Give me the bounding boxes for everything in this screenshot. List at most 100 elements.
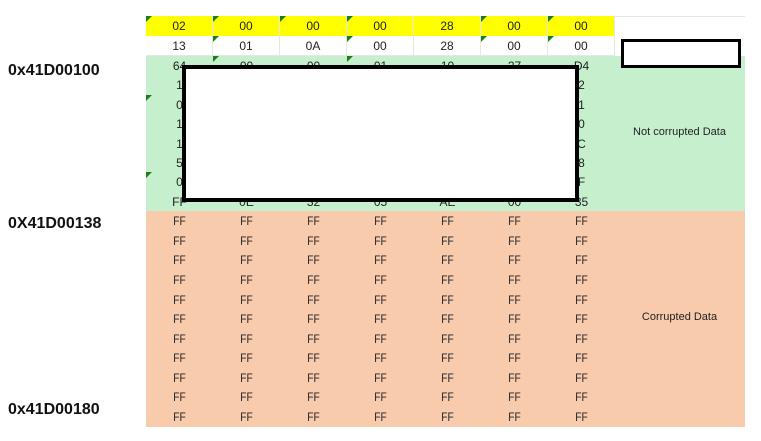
hex-cell[interactable]: 00 bbox=[213, 16, 280, 36]
hex-cell[interactable]: FF bbox=[441, 272, 454, 287]
hex-cell[interactable]: FF bbox=[575, 312, 588, 327]
hex-cell[interactable]: 1 bbox=[176, 117, 183, 132]
hex-cell[interactable]: FF bbox=[441, 253, 454, 268]
hex-cell[interactable]: FF bbox=[441, 233, 454, 248]
hex-cell[interactable]: FF bbox=[508, 253, 521, 268]
hex-cell[interactable]: FF bbox=[374, 272, 387, 287]
hex-cell[interactable]: FF bbox=[307, 351, 320, 366]
hex-cell[interactable]: 5 bbox=[176, 155, 183, 170]
hex-cell[interactable]: FF bbox=[240, 410, 253, 425]
hex-cell[interactable]: 00 bbox=[347, 16, 414, 36]
hex-cell[interactable]: FF bbox=[307, 272, 320, 287]
hex-cell[interactable]: FF bbox=[374, 351, 387, 366]
hex-cell[interactable]: FF bbox=[374, 233, 387, 248]
hex-cell[interactable]: FF bbox=[173, 253, 186, 268]
hex-cell[interactable]: FF bbox=[307, 390, 320, 405]
hex-cell[interactable]: FF bbox=[173, 214, 186, 229]
hex-cell[interactable]: 28 bbox=[414, 36, 481, 56]
hex-cell[interactable]: 00 bbox=[481, 16, 548, 36]
hex-cell[interactable]: 00 bbox=[548, 36, 615, 56]
hex-cell[interactable]: FF bbox=[307, 292, 320, 307]
hex-cell[interactable]: FF bbox=[441, 390, 454, 405]
hex-cell[interactable]: FF bbox=[173, 390, 186, 405]
hex-cell[interactable]: F bbox=[577, 175, 586, 190]
hex-cell[interactable]: 1 bbox=[176, 78, 183, 93]
hex-cell[interactable]: FF bbox=[240, 253, 253, 268]
hex-cell[interactable]: FF bbox=[575, 351, 588, 366]
hex-cell[interactable]: FF bbox=[575, 253, 588, 268]
hex-cell[interactable]: FF bbox=[441, 312, 454, 327]
hex-cell[interactable]: FF bbox=[173, 370, 186, 385]
hex-cell[interactable]: FF bbox=[173, 272, 186, 287]
hex-cell[interactable]: FF bbox=[374, 312, 387, 327]
hex-cell[interactable]: FF bbox=[374, 253, 387, 268]
hex-cell[interactable]: FF bbox=[307, 331, 320, 346]
hex-cell[interactable]: 1 bbox=[578, 97, 585, 112]
hex-cell[interactable]: 0 bbox=[578, 117, 585, 132]
hex-cell[interactable]: FF bbox=[307, 233, 320, 248]
hex-cell[interactable]: FF bbox=[374, 331, 387, 346]
hex-cell[interactable]: FF bbox=[307, 312, 320, 327]
hex-cell[interactable]: FF bbox=[240, 370, 253, 385]
hex-cell[interactable]: FF bbox=[307, 214, 320, 229]
hex-cell[interactable]: FF bbox=[508, 410, 521, 425]
hex-cell[interactable]: FF bbox=[441, 292, 454, 307]
hex-cell[interactable]: FF bbox=[240, 331, 253, 346]
hex-cell[interactable]: 0 bbox=[146, 94, 213, 114]
hex-cell[interactable]: FF bbox=[508, 214, 521, 229]
hex-cell[interactable]: 0A bbox=[280, 36, 347, 56]
hex-cell[interactable]: FF bbox=[240, 214, 253, 229]
hex-cell[interactable]: 02 bbox=[146, 16, 213, 36]
hex-cell[interactable]: FF bbox=[374, 292, 387, 307]
hex-cell[interactable]: FF bbox=[508, 370, 521, 385]
hex-cell[interactable]: FF bbox=[374, 390, 387, 405]
hex-cell[interactable]: FF bbox=[374, 214, 387, 229]
hex-cell[interactable]: FF bbox=[374, 410, 387, 425]
hex-cell[interactable]: FF bbox=[173, 292, 186, 307]
hex-cell[interactable]: FF bbox=[173, 331, 186, 346]
hex-cell[interactable]: FF bbox=[575, 410, 588, 425]
hex-cell[interactable]: 8 bbox=[578, 155, 585, 170]
hex-cell[interactable]: 00 bbox=[347, 36, 414, 56]
hex-cell[interactable]: 0 bbox=[146, 172, 213, 191]
hex-cell[interactable]: FF bbox=[575, 272, 588, 287]
hex-cell[interactable]: FF bbox=[173, 410, 186, 425]
hex-cell[interactable]: 1 bbox=[176, 136, 183, 151]
hex-cell[interactable]: 13 bbox=[146, 36, 213, 56]
hex-cell[interactable]: FF bbox=[508, 312, 521, 327]
hex-cell[interactable]: FF bbox=[441, 331, 454, 346]
hex-cell[interactable]: FF bbox=[441, 370, 454, 385]
hex-cell[interactable]: 00 bbox=[481, 36, 548, 56]
hex-cell[interactable]: 00 bbox=[548, 16, 615, 36]
hex-cell[interactable]: FF bbox=[508, 351, 521, 366]
hex-cell[interactable]: FF bbox=[240, 312, 253, 327]
hex-cell[interactable]: FF bbox=[441, 214, 454, 229]
hex-cell[interactable]: FF bbox=[441, 351, 454, 366]
hex-cell[interactable]: FF bbox=[508, 292, 521, 307]
hex-cell[interactable]: FF bbox=[307, 370, 320, 385]
hex-cell[interactable]: FF bbox=[441, 410, 454, 425]
hex-cell[interactable]: C bbox=[577, 136, 586, 151]
hex-cell[interactable]: FF bbox=[240, 233, 253, 248]
hex-cell[interactable]: FF bbox=[508, 390, 521, 405]
hex-cell[interactable]: FF bbox=[575, 390, 588, 405]
hex-cell[interactable]: FF bbox=[575, 214, 588, 229]
hex-cell[interactable]: 01 bbox=[213, 36, 280, 56]
hex-cell[interactable]: 2 bbox=[578, 78, 585, 93]
hex-cell[interactable]: FF bbox=[240, 351, 253, 366]
hex-cell[interactable]: FF bbox=[173, 233, 186, 248]
hex-cell[interactable]: FF bbox=[508, 331, 521, 346]
hex-cell[interactable]: 00 bbox=[280, 16, 347, 36]
hex-cell[interactable]: FF bbox=[240, 272, 253, 287]
hex-cell[interactable]: FF bbox=[575, 370, 588, 385]
hex-cell[interactable]: FF bbox=[374, 370, 387, 385]
hex-cell[interactable]: FF bbox=[307, 253, 320, 268]
hex-cell[interactable]: FF bbox=[575, 331, 588, 346]
hex-cell[interactable]: FF bbox=[307, 410, 320, 425]
hex-cell[interactable]: 28 bbox=[414, 16, 481, 36]
hex-cell[interactable]: FF bbox=[575, 292, 588, 307]
hex-cell[interactable]: FF bbox=[508, 272, 521, 287]
hex-cell[interactable]: FF bbox=[173, 312, 186, 327]
hex-cell[interactable]: FF bbox=[173, 351, 186, 366]
hex-cell[interactable]: FF bbox=[575, 233, 588, 248]
